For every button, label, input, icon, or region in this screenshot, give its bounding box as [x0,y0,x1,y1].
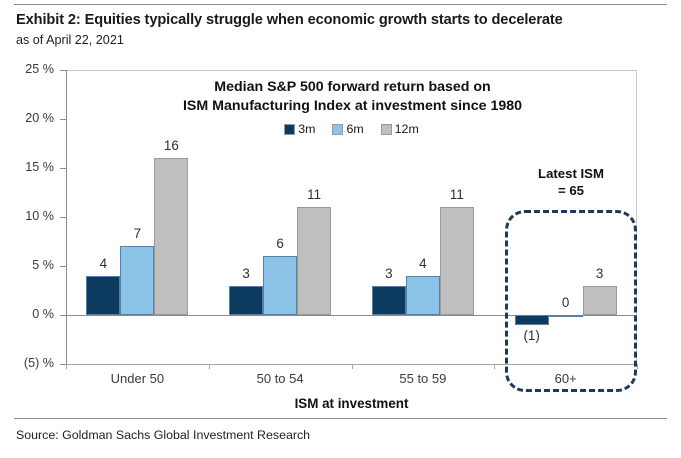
bar-60+-12m [582,285,617,315]
bar-value-label: 11 [449,187,464,203]
bar-55-to-59-12m [439,207,474,315]
x-category-label: 55 to 59 [399,371,447,386]
x-tick-mark [637,364,638,369]
y-tick-label: 5 % [32,258,54,272]
bar-value-label: 16 [163,138,179,154]
legend-label-6m: 6m [346,122,364,136]
legend-swatch-12m [380,123,392,135]
x-tick-mark [208,364,210,369]
latest-ism-annotation: Latest ISM = 65 [495,165,647,199]
y-tick-label: (5) % [23,356,54,370]
bar-50-to-54-6m [263,256,298,315]
chart-title: Median S&P 500 forward return based on I… [80,78,625,116]
bar-under-50-6m [120,246,155,315]
bar-value-label: 4 [99,255,108,271]
x-tick-mark [494,364,496,369]
bar-value-label: 6 [276,236,284,252]
y-tick-mark [60,266,66,267]
legend-item-3m[interactable]: 3m [284,123,315,135]
x-category-label: Under 50 [110,371,165,386]
bar-60+-6m [548,315,583,317]
y-tick-label: 15 % [25,160,54,174]
x-tick-mark [351,364,353,369]
bar-value-label: 7 [133,226,142,242]
bar-value-label: 4 [419,255,427,271]
legend-swatch-6m [332,123,344,135]
x-axis-title: ISM at investment [294,396,409,411]
chart-title-line-2: ISM Manufacturing Index at investment si… [182,98,523,114]
legend-item-12m[interactable]: 12m [380,122,419,136]
bar-value-label: 11 [307,187,322,203]
y-tick-mark [60,315,66,316]
bar-value-label: (1) [523,327,540,343]
x-tick-mark [66,364,67,369]
bar-55-to-59-3m [371,285,406,315]
footer-divider [14,418,667,419]
bar-50-to-54-12m [297,207,332,315]
bar-value-label: 3 [385,265,393,281]
x-category-label: 60+ [554,371,577,386]
y-tick-mark [60,364,66,365]
legend-label-12m: 12m [394,122,419,136]
legend-item-6m[interactable]: 6m [332,122,364,136]
bar-50-to-54-3m [229,285,264,315]
chart-legend: 3m 6m 12m [66,123,637,135]
x-category-label: 50 to 54 [256,371,304,386]
source-note: Source: Goldman Sachs Global Investment … [16,428,311,442]
y-tick-mark [60,119,66,120]
y-tick-mark [60,70,66,71]
y-tick-label: 0 % [32,307,54,321]
header-divider [14,4,667,5]
bar-value-label: 3 [242,265,250,281]
y-tick-label: 10 % [25,209,54,223]
bar-value-label: 3 [595,265,604,281]
y-axis-line [66,70,67,365]
legend-label-3m: 3m [298,122,316,136]
bar-under-50-12m [154,158,189,315]
y-tick-label: 20 % [25,111,54,125]
legend-swatch-3m [284,123,296,135]
bar-55-to-59-6m [405,275,440,315]
y-tick-label: 25 % [25,62,54,76]
latest-ism-line-2: = 65 [557,183,585,198]
zero-baseline [66,315,637,316]
bar-value-label: 0 [561,295,570,310]
latest-ism-line-1: Latest ISM [538,166,604,181]
page-subtitle: as of April 22, 2021 [16,33,124,47]
y-tick-mark [60,168,66,169]
chart-title-line-1: Median S&P 500 forward return based on [214,79,491,95]
bar-under-50-3m [86,275,121,315]
bar-60+-3m [514,315,549,325]
page-title: Exhibit 2: Equities typically struggle w… [16,12,563,28]
y-tick-mark [60,217,66,218]
